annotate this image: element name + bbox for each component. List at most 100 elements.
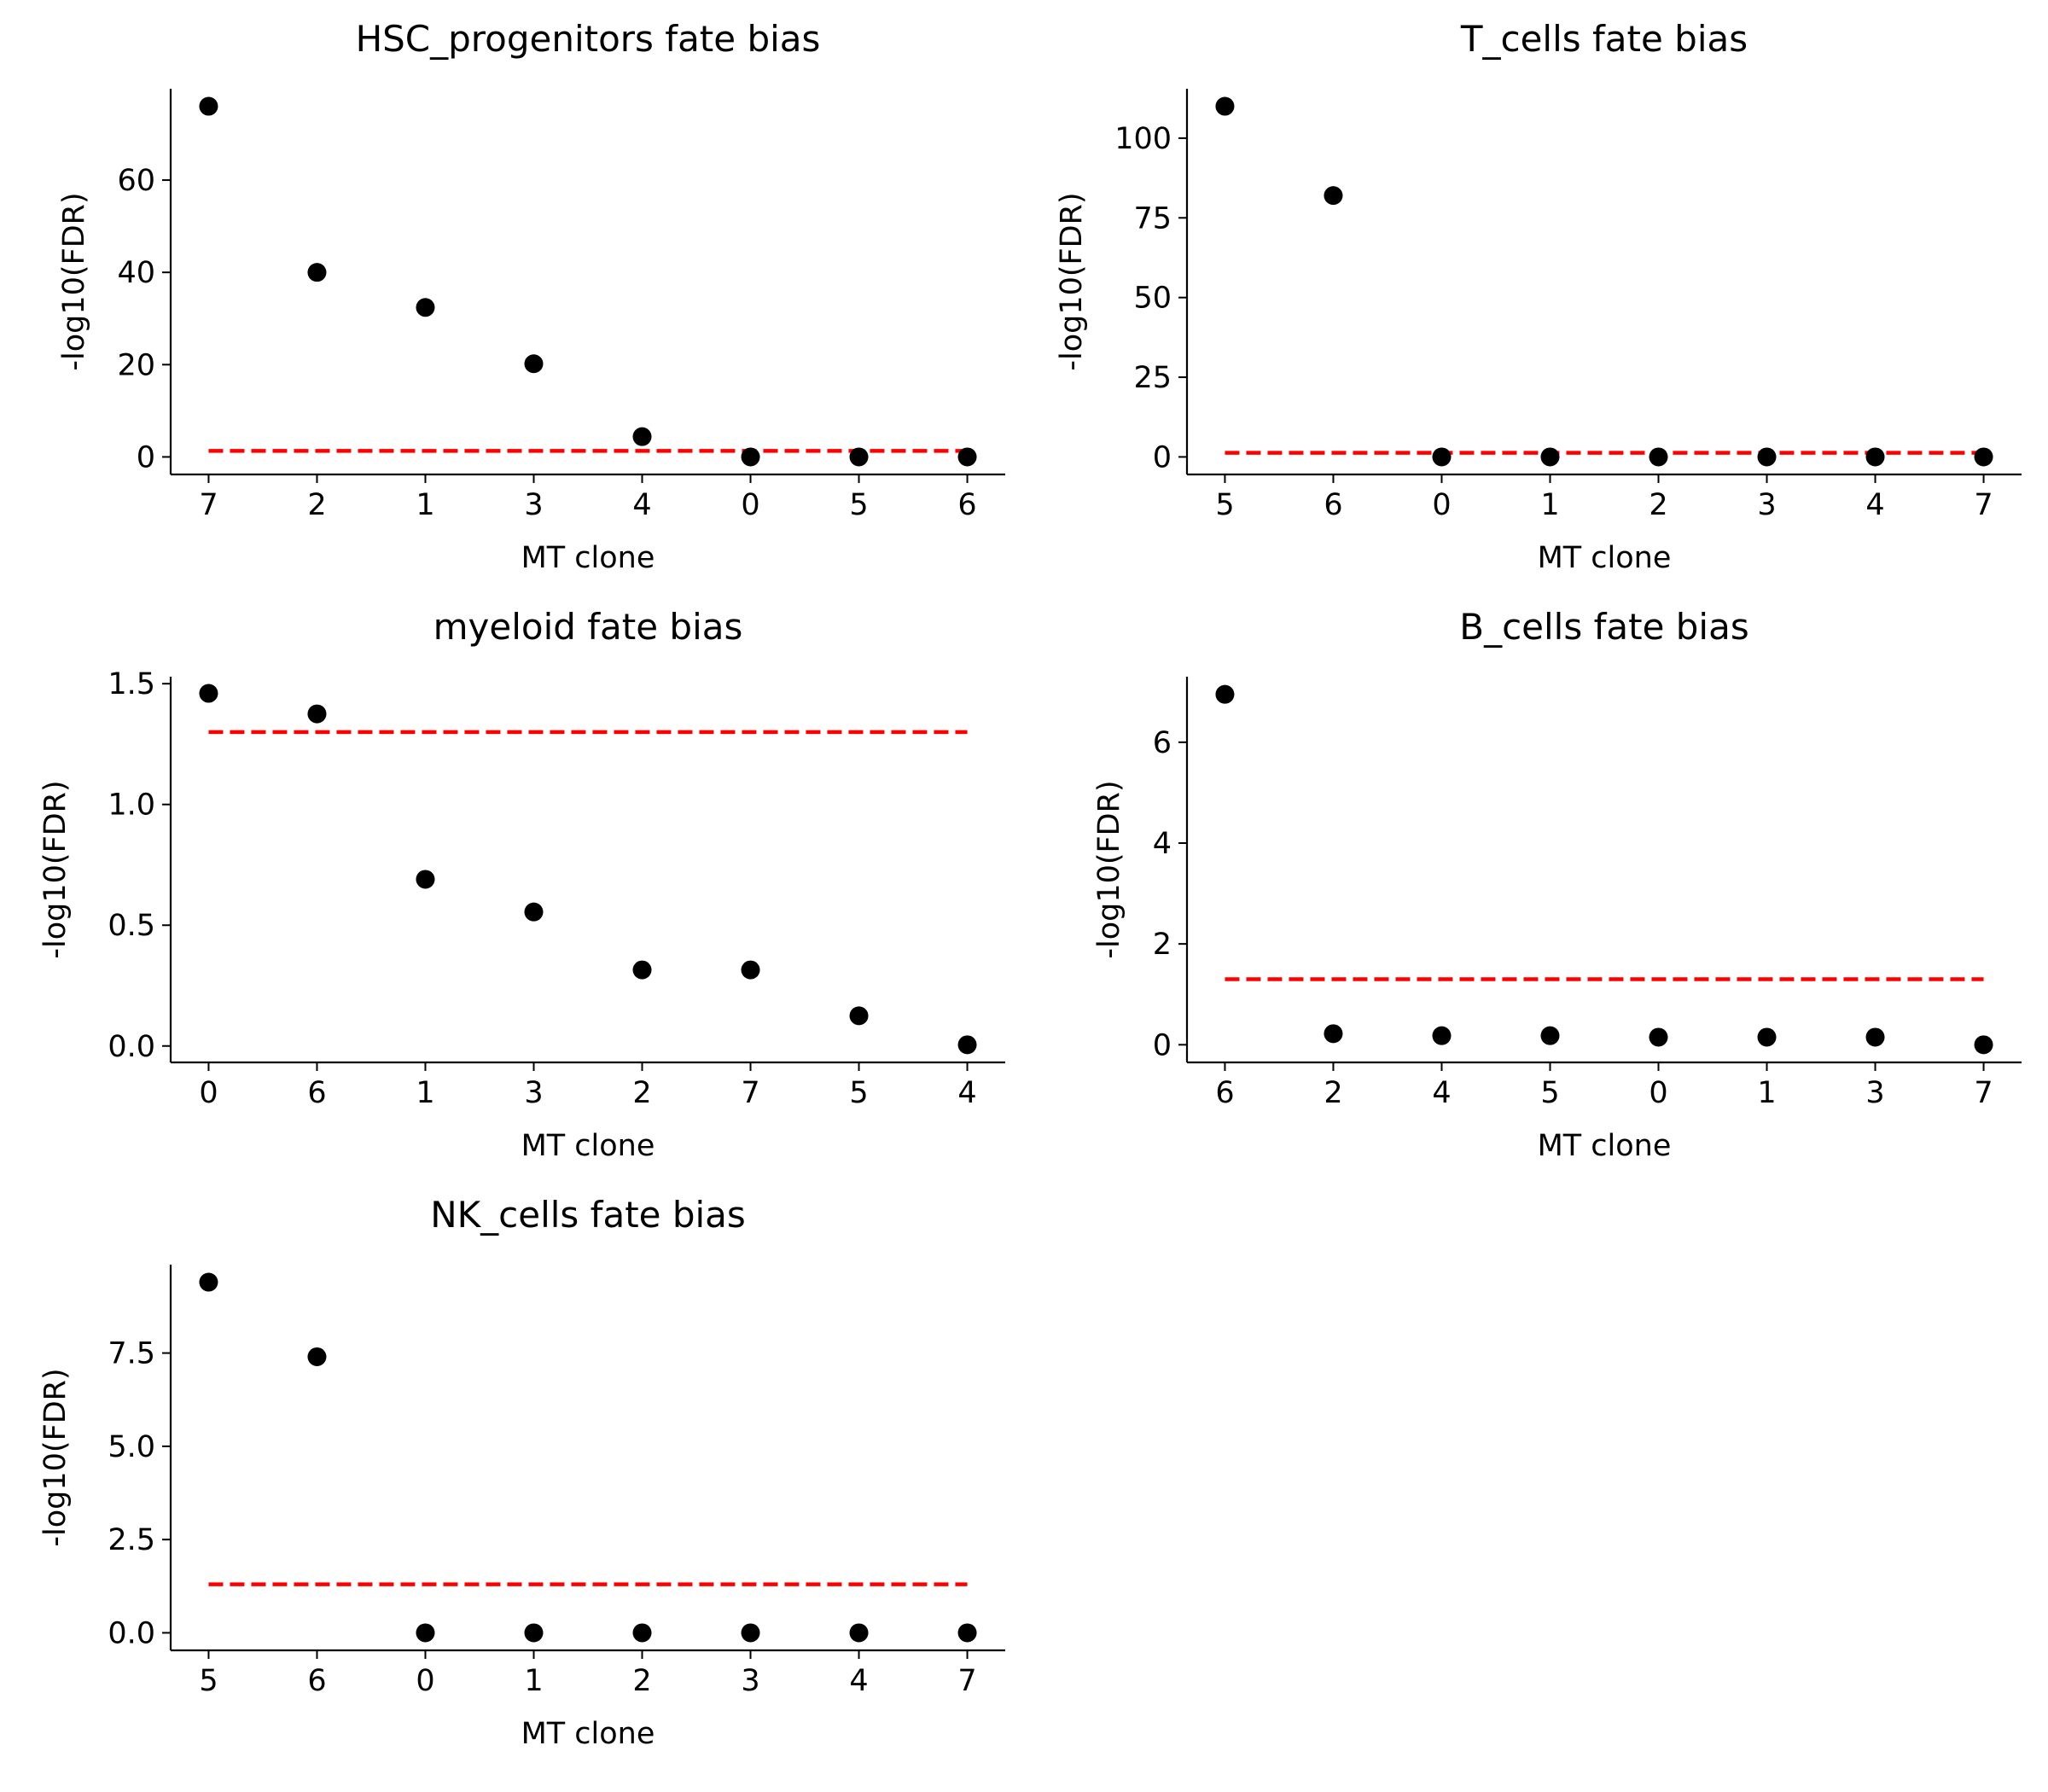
data-point — [1974, 447, 1993, 467]
data-point — [416, 870, 435, 889]
x-tick-label: 2 — [632, 1664, 651, 1698]
x-axis-label: MT clone — [521, 541, 655, 575]
y-tick-label: 1.5 — [108, 667, 155, 701]
x-tick-label: 1 — [416, 1076, 434, 1110]
chart-panel: 5 6 0 1 2 3 4 7 0.0 2.5 5.0 7.5 NK_cells fate bias MT… — [38, 1194, 1005, 1751]
data-point — [524, 1623, 544, 1643]
x-tick-label: 2 — [1649, 488, 1667, 522]
y-tick-label: 0 — [1153, 440, 1172, 474]
x-tick-label: 0 — [1649, 1076, 1667, 1110]
chart-panel: 6 2 4 5 0 1 3 7 0 2 4 6 B_cells fate bias MT clone -lo… — [1092, 606, 2022, 1163]
y-tick-label: 60 — [117, 164, 155, 198]
y-tick-label: 25 — [1133, 361, 1172, 395]
y-axis-label: -log10(FDR) — [1092, 780, 1126, 958]
data-point — [1757, 1027, 1777, 1047]
y-axis-label: -log10(FDR) — [38, 1368, 73, 1546]
x-tick-label: 1 — [1757, 1076, 1776, 1110]
y-axis-label: -log10(FDR) — [1055, 192, 1089, 370]
data-point — [632, 960, 652, 980]
y-axis-label: -log10(FDR) — [38, 780, 73, 958]
data-point — [1757, 447, 1777, 467]
x-tick-label: 4 — [1432, 1076, 1451, 1110]
chart-panel: 5 6 0 1 2 3 4 7 0 25 50 75 100 T_cells fate bias MT cl… — [1055, 18, 2022, 575]
x-tick-label: 5 — [849, 1076, 868, 1110]
data-point — [1432, 447, 1452, 467]
data-point — [1865, 447, 1885, 467]
x-tick-label: 4 — [1865, 488, 1884, 522]
x-tick-label: 5 — [1540, 1076, 1559, 1110]
y-axis-label: -log10(FDR) — [57, 192, 91, 370]
data-point — [199, 96, 218, 116]
data-point — [1432, 1026, 1452, 1045]
x-tick-label: 2 — [307, 488, 326, 522]
data-point — [307, 263, 327, 282]
data-point — [1215, 96, 1235, 116]
x-axis-label: MT clone — [521, 1717, 655, 1751]
data-point — [1865, 1027, 1885, 1047]
chart-panel: 0 6 1 3 2 7 5 4 0.0 0.5 1.0 1.5 myeloid fate bias MT … — [38, 606, 1005, 1163]
y-tick-label: 0.0 — [108, 1030, 155, 1064]
y-tick-label: 2.5 — [108, 1523, 155, 1557]
data-point — [307, 704, 327, 724]
x-axis-label: MT clone — [1538, 541, 1672, 575]
x-tick-label: 4 — [849, 1664, 868, 1698]
x-tick-label: 7 — [1974, 488, 1993, 522]
x-tick-label: 6 — [1324, 488, 1342, 522]
data-point — [741, 1623, 760, 1643]
y-tick-label: 6 — [1153, 726, 1172, 760]
x-tick-label: 6 — [307, 1664, 326, 1698]
x-tick-label: 0 — [199, 1076, 218, 1110]
chart-title: T_cells fate bias — [1460, 18, 1748, 60]
x-tick-label: 3 — [1757, 488, 1776, 522]
y-tick-label: 75 — [1133, 201, 1172, 236]
data-point — [849, 447, 869, 467]
data-point — [1649, 1027, 1668, 1047]
y-tick-label: 1.0 — [108, 788, 155, 823]
x-tick-label: 4 — [632, 488, 651, 522]
chart-title: NK_cells fate bias — [430, 1194, 746, 1236]
chart-title: HSC_progenitors fate bias — [356, 18, 821, 60]
x-tick-label: 0 — [416, 1664, 434, 1698]
data-point — [849, 1006, 869, 1026]
data-point — [524, 902, 544, 922]
data-point — [1540, 447, 1560, 467]
x-tick-label: 6 — [957, 488, 976, 522]
data-point — [741, 447, 760, 467]
chart-title: myeloid fate bias — [433, 606, 743, 648]
x-tick-label: 6 — [1215, 1076, 1234, 1110]
y-tick-label: 20 — [117, 348, 155, 382]
y-tick-label: 4 — [1153, 827, 1172, 861]
y-tick-label: 100 — [1114, 122, 1172, 156]
x-tick-label: 5 — [199, 1664, 218, 1698]
data-point — [1649, 447, 1668, 467]
x-tick-label: 1 — [1540, 488, 1559, 522]
data-point — [957, 1035, 977, 1055]
x-tick-label: 7 — [199, 488, 218, 522]
y-tick-label: 0.0 — [108, 1616, 155, 1650]
x-tick-label: 5 — [849, 488, 868, 522]
data-point — [1974, 1035, 1993, 1055]
x-tick-label: 5 — [1215, 488, 1234, 522]
x-tick-label: 3 — [1865, 1076, 1884, 1110]
y-tick-label: 0 — [137, 440, 155, 474]
data-point — [632, 1623, 652, 1643]
x-axis-label: MT clone — [521, 1129, 655, 1163]
data-point — [199, 684, 218, 703]
x-tick-label: 4 — [957, 1076, 976, 1110]
data-point — [849, 1623, 869, 1643]
x-tick-label: 1 — [416, 488, 434, 522]
chart-title: B_cells fate bias — [1459, 606, 1748, 648]
x-tick-label: 7 — [741, 1076, 759, 1110]
y-tick-label: 0 — [1153, 1028, 1172, 1062]
data-point — [1215, 684, 1235, 704]
x-tick-label: 3 — [741, 1664, 759, 1698]
y-tick-label: 40 — [117, 256, 155, 290]
data-point — [1324, 186, 1343, 206]
x-tick-label: 7 — [957, 1664, 976, 1698]
x-tick-label: 6 — [307, 1076, 326, 1110]
x-tick-label: 3 — [524, 488, 543, 522]
data-point — [957, 1623, 977, 1643]
y-tick-label: 50 — [1133, 282, 1172, 316]
